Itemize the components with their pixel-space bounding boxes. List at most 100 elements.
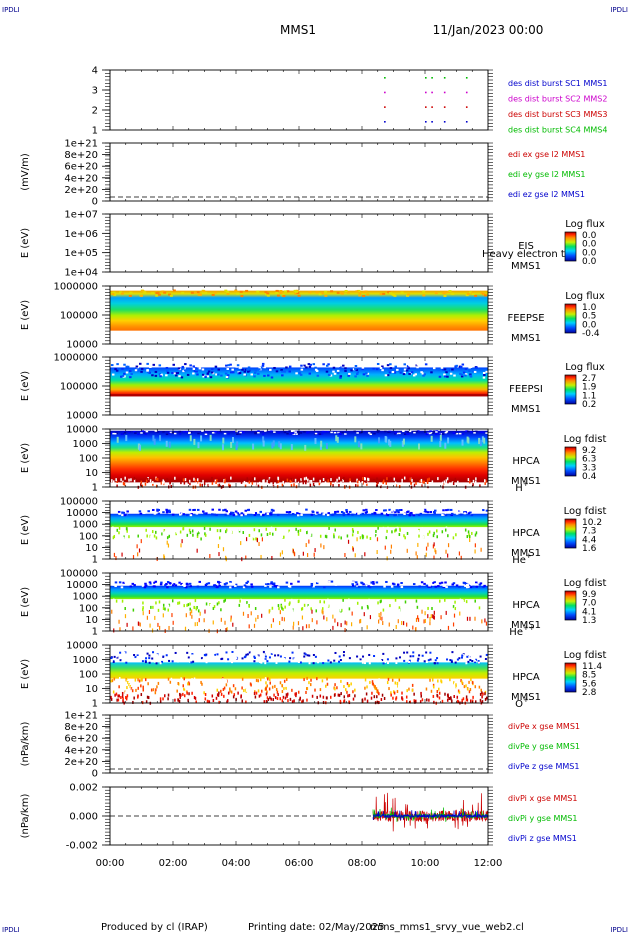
hpca_he-spectrogram-cell: [229, 511, 233, 514]
feepsi-spectrogram-cell: [125, 371, 129, 374]
hpca_h-spectrogram-cell: [110, 432, 113, 435]
hpca_o-spectrogram-cell: [130, 687, 133, 691]
feepsi-spectrogram-cell: [316, 374, 320, 377]
feepsi-spectrogram-cell: [195, 370, 198, 373]
hpca_hepp-spectrogram-cell: [249, 580, 252, 583]
feepsi-spectrogram-cell: [146, 369, 149, 372]
divpe-ytick-label: 1e+21: [64, 711, 98, 722]
hpca_hepp-spectrogram-cell: [334, 618, 336, 623]
hpca_he-spectrogram-cell: [180, 509, 184, 512]
feepsi-spectrogram-cell: [295, 372, 298, 375]
hpca_o-spectrogram-cell: [429, 678, 431, 682]
hpca_h-spectrogram-cell: [189, 431, 193, 433]
hpca_o-spectrogram-cell: [265, 687, 267, 691]
hpca_h-spectrogram-cell: [314, 438, 317, 445]
hpca_he-spectrogram: [110, 513, 488, 528]
hpca_h-spectrogram-cell: [320, 440, 323, 447]
hpca_hepp-spectrogram-cell: [433, 610, 435, 615]
hpca_he-spectrogram-cell: [138, 510, 142, 513]
hpca_he-spectrogram-cell: [162, 511, 165, 514]
hpca_hepp-spectrogram-cell: [162, 603, 165, 607]
hpca_o-spectrogram-cell: [186, 691, 188, 695]
hpca_he-spectrogram-cell: [288, 531, 291, 535]
hpca_he-spectrogram-cell: [412, 514, 416, 517]
hpca_hepp-spectrogram-cell: [126, 607, 129, 611]
hpca_hepp-spectrogram-cell: [391, 582, 395, 585]
divpe-frame: [109, 714, 489, 774]
feepse-ytick-label: 10000: [66, 340, 98, 351]
hpca_h-spectrogram-cell: [479, 484, 481, 488]
hpca_o-spectrogram-cell: [263, 700, 266, 704]
hpca_hepp-spectrogram-cell: [454, 600, 456, 604]
feepsi-spectrogram-cell: [416, 363, 420, 366]
hpca_o-spectrogram-cell: [436, 688, 439, 692]
hpca_hepp-spectrogram-cell: [128, 606, 131, 610]
feepsi-spectrogram-cell: [393, 369, 396, 372]
hpca_o-spectrogram-cell: [190, 661, 193, 664]
hpca_o-spectrogram-cell: [288, 660, 291, 663]
hpca_o-spectrogram-cell: [285, 678, 288, 682]
feepse-spectrogram-cell: [379, 293, 383, 296]
hpca_h-spectrogram-cell: [388, 477, 390, 481]
hpca_hepp-spectrogram-cell: [307, 605, 310, 609]
feepsi-spectrogram-cell: [344, 369, 347, 372]
hpca_hepp-spectrogram-cell: [197, 609, 200, 613]
hpca_hepp-spectrogram-cell: [423, 619, 425, 624]
hpca_o-spectrogram-cell: [404, 690, 406, 694]
feepse-spectrogram-cell: [151, 292, 155, 295]
hpca_hepp-spectrogram-cell: [205, 582, 209, 585]
hpca_o-spectrogram-cell: [269, 678, 271, 682]
hpca_o-spectrogram-cell: [155, 662, 158, 665]
hpca_h-spectrogram-cell: [201, 483, 203, 487]
hpca_hepp-spectrogram-cell: [339, 600, 342, 604]
hpca_o-spectrogram-cell: [386, 658, 389, 661]
hpca_he-spectrogram-cell: [464, 511, 468, 514]
hpca_hepp-spectrogram-cell: [340, 623, 342, 628]
hpca_o-spectrogram-cell: [425, 651, 428, 654]
x-tick-label: 10:00: [411, 858, 440, 869]
hpca_hepp-spectrogram-cell: [211, 601, 213, 605]
hpca_he-spacecraft-label: MMS1: [511, 548, 541, 559]
hpca_hepp-spectrogram-cell: [139, 608, 141, 612]
hpca_o-spectrogram-cell: [380, 680, 383, 684]
hpca_o-spectrogram-cell: [159, 700, 162, 704]
feepsi-spectrogram-cell: [412, 374, 416, 377]
hpca_he-spectrogram-cell: [112, 534, 114, 538]
hpca_hepp-spectrogram-cell: [144, 582, 147, 585]
hpca_hepp-spectrogram-cell: [346, 621, 348, 626]
hpca_hepp-spectrogram-cell: [118, 619, 120, 624]
hpca_hepp-spectrogram-cell: [312, 585, 315, 588]
hpca_he-spectrogram-cell: [160, 536, 163, 540]
feepsi-spectrogram-cell: [229, 363, 232, 366]
hpca_o-spectrogram-cell: [378, 650, 381, 653]
hpca_h-spectrogram-cell: [415, 430, 419, 433]
hpca_o-spectrogram-cell: [295, 692, 297, 696]
divpe-legend-entry: divPe y gse MMS1: [508, 742, 580, 751]
hpca_o-spectrogram-cell: [436, 662, 439, 665]
hpca_o-spectrogram-cell: [481, 695, 483, 699]
hpca_hepp-spectrogram-cell: [219, 582, 223, 585]
feepsi-spectrogram-cell: [386, 364, 390, 367]
hpca_hepp-spectrogram-cell: [464, 584, 467, 587]
hpca_hepp-spectrogram-cell: [248, 608, 251, 612]
hpca_he-spectrogram-cell: [447, 534, 449, 538]
hpca_hepp-spectrogram-cell: [132, 602, 135, 606]
hpca_h-spectrogram-cell: [156, 478, 159, 482]
hpca_hepp-spectrogram-cell: [328, 583, 332, 586]
hpca_o-spectrogram-cell: [295, 651, 298, 654]
feepsi-spectrogram-cell: [149, 365, 152, 368]
hpca_he-spectrogram-cell: [311, 511, 315, 514]
hpca_h-spectrogram-cell: [363, 477, 366, 481]
hpca_he-spectrogram-cell: [398, 509, 401, 512]
burst-ytick-label: 4: [92, 66, 98, 77]
hpca_o-spectrogram-cell: [303, 678, 305, 682]
hpca_hepp-spectrogram-cell: [248, 624, 250, 629]
hpca_o-spectrogram-cell: [243, 656, 246, 659]
hpca_h-spectrogram-cell: [189, 435, 192, 442]
feepsi-spectrogram-cell: [226, 374, 230, 377]
hpca_h-spectrogram-cell: [290, 430, 294, 433]
hpca_he-colorbar: [564, 518, 577, 549]
hpca_hepp-spectrogram-cell: [375, 581, 379, 584]
